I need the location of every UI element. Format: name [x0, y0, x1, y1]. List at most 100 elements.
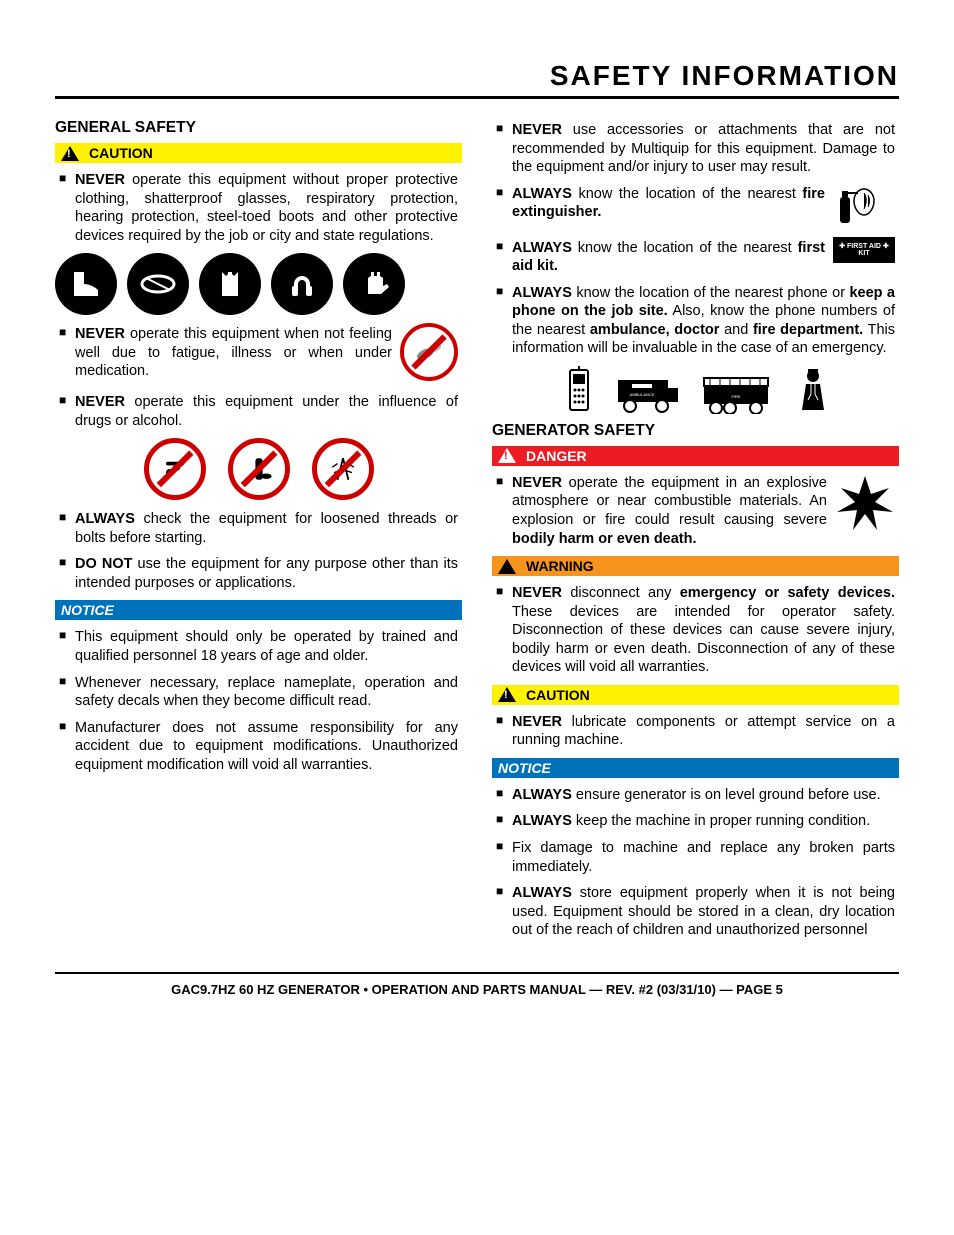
text: lubricate components or attempt service … — [512, 714, 895, 749]
text: Manufacturer does not assume responsibil… — [75, 720, 458, 773]
emergency-icons-row: AMBULANCE FIRE — [492, 366, 899, 414]
svg-text:AMBULANCE: AMBULANCE — [629, 392, 654, 397]
notice-banner-left: NOTICE — [55, 600, 462, 620]
bullet-fire-extinguisher: ALWAYS know the location of the nearest … — [496, 185, 895, 231]
warning-list: NEVER disconnect any emergency or safety… — [492, 584, 899, 677]
text: operate this equipment without proper pr… — [75, 172, 458, 244]
bold-always: ALWAYS — [75, 511, 135, 527]
caution-label: CAUTION — [89, 145, 153, 161]
caution-list-right: NEVER lubricate components or attempt se… — [492, 713, 899, 750]
left-column: GENERAL SAFETY CAUTION NEVER operate thi… — [55, 113, 462, 948]
text: Fix damage to machine and replace any br… — [512, 840, 895, 875]
caution-banner: CAUTION — [55, 143, 462, 163]
bold-always: ALWAYS — [512, 186, 572, 202]
boot-icon — [55, 253, 117, 315]
bullet-store-properly: ALWAYS store equipment properly when it … — [496, 884, 895, 940]
bullet-lubricate: NEVER lubricate components or attempt se… — [496, 713, 895, 750]
bullet-explosive-atmosphere: NEVER operate the equipment in an explos… — [496, 474, 895, 548]
bullet-level-ground: ALWAYS ensure generator is on level grou… — [496, 786, 895, 805]
text: This equipment should only be operated b… — [75, 629, 458, 664]
notice-banner-right: NOTICE — [492, 758, 899, 778]
general-safety-list-3: ALWAYS check the equipment for loosened … — [55, 510, 462, 592]
explosion-icon — [835, 472, 895, 532]
warning-label: WARNING — [526, 558, 594, 574]
bullet-safety-devices: NEVER disconnect any emergency or safety… — [496, 584, 895, 677]
bullet-protective-clothing: NEVER operate this equipment without pro… — [59, 171, 458, 245]
notice-label: NOTICE — [498, 760, 551, 776]
ear-protection-icon — [271, 253, 333, 315]
text: keep the machine in proper running condi… — [572, 813, 870, 829]
bold-never: NEVER — [512, 585, 562, 601]
notice-list-left: This equipment should only be operated b… — [55, 628, 462, 774]
danger-banner: DANGER — [492, 446, 899, 466]
text: disconnect any — [562, 585, 680, 601]
caution-banner-right: CAUTION — [492, 685, 899, 705]
vest-icon — [199, 253, 261, 315]
no-medication-icon — [400, 323, 458, 381]
gloves-icon — [343, 253, 405, 315]
caution-label: CAUTION — [526, 687, 590, 703]
bold-donot: DO NOT — [75, 556, 132, 572]
bold-ambulance: ambulance, doctor — [590, 322, 720, 338]
danger-list: NEVER operate the equipment in an explos… — [492, 474, 899, 548]
fire-extinguisher-icon — [833, 183, 895, 227]
text: use accessories or attachments that are … — [512, 122, 895, 175]
alert-triangle-icon — [498, 448, 516, 463]
svg-text:FIRE: FIRE — [731, 394, 740, 399]
phone-icon — [564, 366, 594, 414]
no-drugs-icon — [312, 438, 374, 500]
page-footer: GAC9.7HZ 60 HZ GENERATOR • OPERATION AND… — [55, 972, 899, 997]
warning-banner: WARNING — [492, 556, 899, 576]
prohibit-icon-row — [55, 438, 462, 500]
text: use the equipment for any purpose other … — [75, 556, 458, 591]
bold-never: NEVER — [512, 122, 562, 138]
no-pills-icon — [144, 438, 206, 500]
no-alcohol-icon — [228, 438, 290, 500]
right-top-list: NEVER use accessories or attachments tha… — [492, 121, 899, 358]
bullet-fix-damage: Fix damage to machine and replace any br… — [496, 839, 895, 876]
bold-never: NEVER — [75, 326, 125, 342]
notice-label: NOTICE — [61, 602, 114, 618]
text: and — [719, 322, 753, 338]
alert-triangle-icon — [498, 687, 516, 702]
right-column: NEVER use accessories or attachments tha… — [492, 113, 899, 948]
page-title: SAFETY INFORMATION — [55, 60, 899, 99]
bold-bodily-harm: bodily harm or even death. — [512, 531, 697, 547]
bold-always: ALWAYS — [512, 787, 572, 803]
two-column-layout: GENERAL SAFETY CAUTION NEVER operate thi… — [55, 113, 899, 948]
text: ensure generator is on level ground befo… — [572, 787, 881, 803]
text: These devices are intended for operator … — [512, 604, 895, 676]
general-safety-list-1: NEVER operate this equipment without pro… — [55, 171, 462, 245]
bold-always: ALWAYS — [512, 885, 572, 901]
ambulance-icon: AMBULANCE — [612, 366, 682, 414]
bullet-check-bolts: ALWAYS check the equipment for loosened … — [59, 510, 458, 547]
bold-never: NEVER — [75, 394, 125, 410]
alert-triangle-icon — [61, 146, 79, 161]
text: know the location of the nearest phone o… — [572, 285, 850, 301]
bold-fire-dept: fire department. — [753, 322, 863, 338]
bullet-running-condition: ALWAYS keep the machine in proper runnin… — [496, 812, 895, 831]
alert-triangle-icon — [498, 559, 516, 574]
text: operate this equipment under the influen… — [75, 394, 458, 429]
goggles-icon — [127, 253, 189, 315]
danger-label: DANGER — [526, 448, 587, 464]
bold-always: ALWAYS — [512, 285, 572, 301]
ppe-icon-row — [55, 253, 462, 315]
generator-safety-heading: GENERATOR SAFETY — [492, 422, 899, 440]
bold-never: NEVER — [512, 714, 562, 730]
text: Whenever necessary, replace nameplate, o… — [75, 675, 458, 710]
bold-safety-dev: emergency or safety devices. — [680, 585, 895, 601]
bold-always: ALWAYS — [512, 813, 572, 829]
bullet-first-aid: ✚ FIRST AID ✚KIT ALWAYS know the locatio… — [496, 239, 895, 276]
bullet-replace-decals: Whenever necessary, replace nameplate, o… — [59, 674, 458, 711]
doctor-icon — [798, 366, 828, 414]
bullet-fatigue: NEVER operate this equipment when not fe… — [59, 325, 458, 385]
bullet-accessories: NEVER use accessories or attachments tha… — [496, 121, 895, 177]
general-safety-list-2: NEVER operate this equipment when not fe… — [55, 325, 462, 430]
firetruck-icon: FIRE — [700, 366, 780, 414]
bullet-no-modifications: Manufacturer does not assume responsibil… — [59, 719, 458, 775]
bold-always: ALWAYS — [512, 240, 572, 256]
bullet-qualified-personnel: This equipment should only be operated b… — [59, 628, 458, 665]
general-safety-heading: GENERAL SAFETY — [55, 119, 462, 137]
first-aid-kit-icon: ✚ FIRST AID ✚KIT — [833, 237, 895, 263]
